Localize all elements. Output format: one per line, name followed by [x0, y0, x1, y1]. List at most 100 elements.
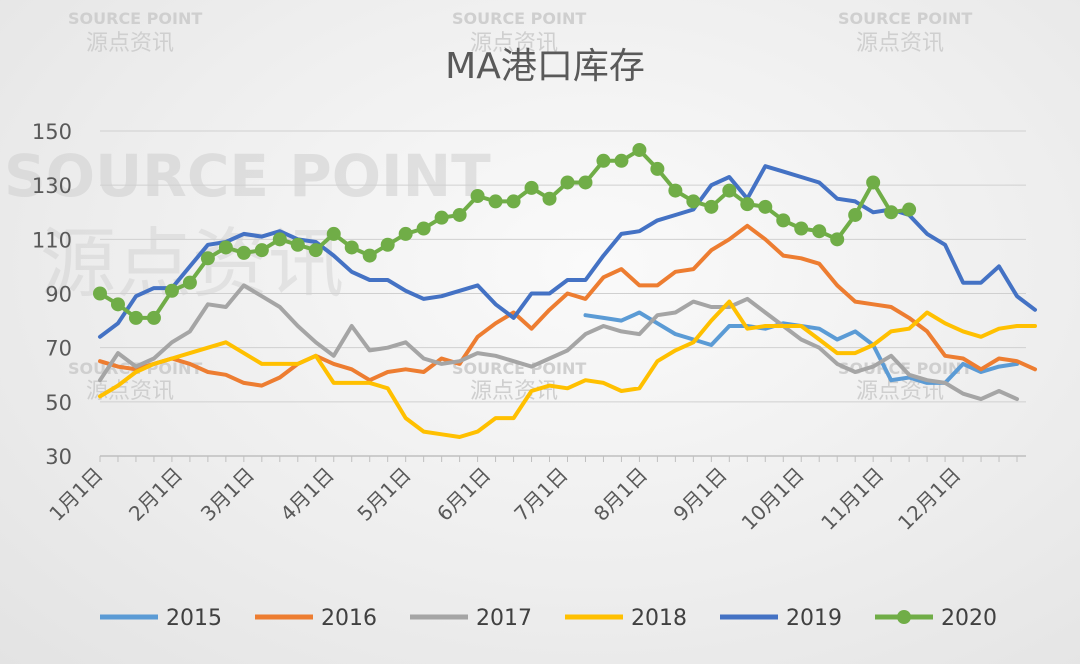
x-tick-label: 8月1日: [589, 463, 652, 526]
legend-item-2020: 2020: [875, 606, 997, 631]
legend-label: 2016: [321, 606, 377, 631]
legend-label: 2018: [631, 606, 687, 631]
y-tick-label: 50: [45, 391, 72, 415]
legend-label: 2020: [941, 606, 997, 631]
data-point: [578, 175, 593, 190]
y-tick-label: 90: [45, 283, 72, 307]
legend-label: 2019: [786, 606, 842, 631]
data-point: [398, 226, 413, 241]
data-point: [884, 205, 899, 220]
data-point: [488, 194, 503, 209]
series-2016: [98, 223, 1037, 388]
series-line: [98, 148, 912, 320]
x-tick-label: 9月1日: [668, 463, 731, 526]
data-point: [272, 232, 287, 247]
x-tick-label: 10月1日: [737, 463, 809, 535]
data-point: [614, 153, 629, 168]
data-point: [524, 180, 539, 195]
x-tick-label: 3月1日: [196, 463, 259, 526]
series-2017: [98, 283, 1019, 402]
legend-item-2015: 2015: [100, 606, 222, 631]
data-point: [290, 237, 305, 252]
data-point: [182, 275, 197, 290]
x-tick-label: 7月1日: [509, 463, 572, 526]
data-point: [380, 237, 395, 252]
data-point: [848, 207, 863, 222]
legend-label: 2015: [166, 606, 222, 631]
watermark-text-cn: 源点资讯: [856, 31, 944, 56]
data-point: [434, 210, 449, 225]
x-tick-label: 6月1日: [432, 463, 495, 526]
watermark-text-en: SOURCE POINT: [68, 9, 202, 28]
series-line: [98, 283, 1019, 402]
legend-label: 2017: [476, 606, 532, 631]
data-point: [254, 243, 269, 258]
y-tick-label: 110: [32, 228, 72, 252]
data-point: [93, 286, 107, 301]
data-point: [758, 199, 773, 214]
data-point: [218, 240, 233, 255]
data-point: [326, 226, 341, 241]
data-point: [704, 199, 719, 214]
data-point: [146, 310, 161, 325]
data-point: [452, 207, 467, 222]
data-point: [632, 142, 647, 157]
legend-item-2017: 2017: [410, 606, 532, 631]
data-point: [200, 251, 215, 266]
data-point: [740, 197, 755, 212]
y-tick-label: 30: [45, 445, 72, 469]
data-point: [470, 189, 485, 203]
data-point: [812, 224, 827, 239]
data-point: [362, 248, 377, 263]
data-point: [416, 221, 431, 236]
series-2018: [98, 299, 1037, 439]
data-point: [668, 183, 683, 198]
data-point: [650, 161, 665, 176]
data-point: [830, 232, 845, 247]
data-point: [722, 183, 737, 198]
data-point: [308, 243, 323, 258]
series-2019: [98, 164, 1037, 339]
x-tick-label: 5月1日: [352, 463, 415, 526]
legend-item-2016: 2016: [255, 606, 377, 631]
x-tick-label: 4月1日: [276, 463, 339, 526]
series-layer: [93, 142, 1037, 439]
watermark-text-en: SOURCE POINT: [838, 9, 972, 28]
y-tick-label: 150: [32, 120, 72, 144]
x-tick-label: 12月1日: [893, 463, 965, 535]
watermark-text-cn: 源点资讯: [470, 379, 558, 404]
x-axis: 1月1日 2月1日 3月1日 4月1日 5月1日 6月1日 7月1日 8月1日 9月1日 10月1…: [44, 455, 1026, 535]
data-point: [560, 175, 575, 190]
x-tick-label: 11月1日: [816, 463, 888, 535]
data-point: [110, 297, 125, 312]
series-2020: [93, 142, 917, 325]
watermark-text-cn: 源点资讯: [86, 379, 174, 404]
data-point: [128, 310, 143, 325]
data-point: [506, 194, 521, 209]
data-point: [344, 240, 359, 255]
x-tick-label: 1月1日: [44, 463, 107, 526]
data-point: [686, 194, 701, 209]
data-point: [236, 245, 251, 260]
y-tick-label: 70: [45, 337, 72, 361]
legend-item-2018: 2018: [565, 606, 687, 631]
data-point: [542, 191, 557, 206]
legend: 2015 2016 2017 2018 2019 2020: [100, 606, 997, 631]
watermark-text-cn: 源点资讯: [86, 31, 174, 56]
watermark-text-en: SOURCE POINT: [4, 142, 491, 210]
data-point: [596, 153, 611, 168]
series-line: [98, 223, 1037, 388]
legend-item-2019: 2019: [720, 606, 842, 631]
watermark-text-en: SOURCE POINT: [452, 9, 586, 28]
series-line: [98, 299, 1037, 439]
watermark-text-en: SOURCE POINT: [452, 359, 586, 378]
data-point: [866, 175, 881, 190]
legend-marker: [897, 610, 911, 624]
data-point: [902, 202, 917, 217]
data-point: [794, 221, 809, 236]
watermark: SOURCE POINT 源点资讯 SOURCE POINT 源点资讯 SOUR…: [4, 9, 972, 404]
y-tick-label: 130: [32, 174, 72, 198]
data-point: [776, 213, 791, 228]
